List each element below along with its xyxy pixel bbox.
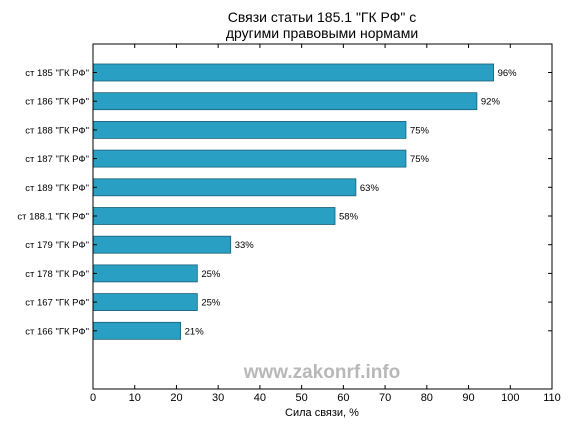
x-tick-label: 80	[421, 392, 433, 404]
watermark: www.zakonrf.info	[243, 362, 401, 383]
bars-group	[92, 63, 494, 340]
category-label: ст 187 "ГК РФ"	[25, 154, 89, 165]
data-label: 25%	[201, 269, 221, 280]
x-tick-label: 10	[129, 392, 141, 404]
category-label: ст 166 "ГК РФ"	[25, 326, 89, 337]
x-tick-label: 50	[296, 392, 308, 404]
data-label: 25%	[201, 298, 221, 309]
bar	[92, 92, 478, 111]
x-tick-label: 0	[90, 392, 96, 404]
x-tick-label: 60	[337, 392, 349, 404]
data-label: 96%	[498, 68, 518, 79]
bar	[92, 207, 336, 225]
y-ticks	[93, 72, 552, 332]
data-labels: 96% 92% 75% 75% 63% 58% 33% 25% 25% 21%	[185, 68, 518, 337]
category-label: ст 167 "ГК РФ"	[25, 298, 89, 309]
x-tick-label: 110	[543, 392, 561, 404]
x-tick-label: 40	[254, 392, 266, 404]
bar	[92, 293, 198, 312]
data-label: 21%	[185, 326, 205, 337]
category-label: ст 179 "ГК РФ"	[25, 240, 89, 251]
bar	[92, 178, 357, 197]
category-label: ст 188 "ГК РФ"	[25, 125, 89, 136]
data-label: 33%	[235, 240, 255, 251]
category-label: ст 178 "ГК РФ"	[25, 269, 89, 280]
bar	[92, 63, 494, 82]
data-label: 58%	[339, 212, 359, 223]
chart-title-line: Связи статьи 185.1 "ГК РФ" с	[228, 9, 416, 25]
data-label: 92%	[481, 97, 501, 108]
bar	[92, 264, 198, 283]
category-labels: ст 185 "ГК РФ" ст 186 "ГК РФ" ст 188 "ГК Р…	[17, 68, 89, 337]
data-label: 75%	[410, 125, 430, 136]
bar	[92, 121, 407, 139]
x-axis-ticks: 0 10 20 30 40 50 60 70 80 90 100 110	[90, 44, 561, 404]
bar	[92, 149, 407, 168]
bar	[92, 235, 232, 254]
x-tick-label: 30	[212, 392, 224, 404]
category-label: ст 189 "ГК РФ"	[25, 183, 89, 194]
x-tick-label: 20	[170, 392, 182, 404]
category-label: ст 188.1 "ГК РФ"	[17, 212, 89, 223]
x-axis-label: Сила связи, %	[285, 407, 359, 419]
x-tick-label: 90	[462, 392, 474, 404]
data-label: 63%	[360, 183, 380, 194]
data-label: 75%	[410, 154, 430, 165]
x-tick-label: 70	[379, 392, 391, 404]
category-label: ст 185 "ГК РФ"	[25, 68, 89, 79]
category-label: ст 186 "ГК РФ"	[25, 97, 89, 108]
bar	[92, 321, 182, 340]
x-tick-label: 100	[501, 392, 519, 404]
chart-title-line: другими правовыми нормами	[226, 25, 418, 41]
